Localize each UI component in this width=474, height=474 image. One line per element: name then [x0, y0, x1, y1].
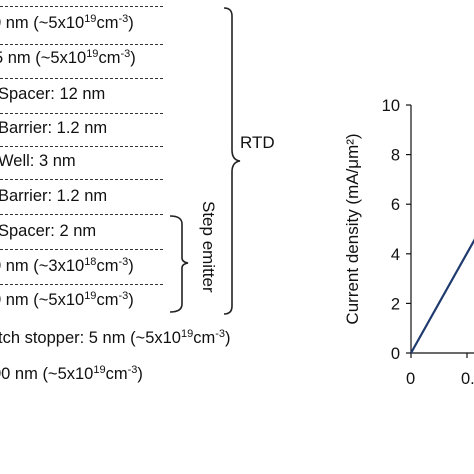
layer-label-l11: 00 nm (~5x1019cm-3)	[0, 364, 143, 383]
y-tick-label: 4	[391, 246, 400, 264]
layer-label-l1: 0 nm (~5x1019cm-3)	[0, 13, 134, 32]
iv-chart: 0 2 4 6 8 10 0 0. Current density (mA/μm²)	[343, 97, 474, 388]
layer-stack: 0 nm (~5x1019cm-3) 5 nm (~5x1019cm-3) Spac…	[0, 6, 231, 383]
series-line-0	[410, 238, 474, 354]
y-tick-label: 10	[382, 97, 400, 115]
layer-label-l8: 0 nm (~3x1018cm-3)	[0, 256, 134, 275]
layer-label-l2: 5 nm (~5x1019cm-3)	[0, 48, 136, 67]
layer-label-l6: Barrier: 1.2 nm	[0, 187, 107, 205]
series-layer	[410, 238, 474, 354]
layer-label-l9: 0 nm (~5x1019cm-3)	[0, 290, 134, 309]
y-tick-label: 6	[391, 196, 400, 214]
y-tick-label: 0	[391, 345, 400, 363]
layer-label-l4: Barrier: 1.2 nm	[0, 119, 107, 137]
layer-label-l7: Spacer: 2 nm	[0, 222, 96, 240]
rtd-brace	[223, 7, 241, 315]
step-emitter-brace	[169, 215, 189, 313]
rtd-label: RTD	[240, 133, 275, 152]
x-ticks: 0 0.	[406, 353, 474, 388]
y-ticks: 0 2 4 6 8 10	[382, 97, 411, 363]
y-axis-title: Current density (mA/μm²)	[343, 133, 362, 324]
layer-label-l3: Spacer: 12 nm	[0, 85, 105, 103]
step-emitter-label: Step emitter	[199, 201, 218, 293]
layer-label-l5: Well: 3 nm	[0, 152, 76, 170]
layer-label-l10: tch stopper: 5 nm (~5x1019cm-3)	[0, 328, 231, 347]
y-tick-label: 8	[391, 147, 400, 165]
x-tick-label: 0.	[461, 370, 474, 388]
x-tick-label: 0	[406, 370, 415, 388]
y-tick-label: 2	[391, 295, 400, 313]
